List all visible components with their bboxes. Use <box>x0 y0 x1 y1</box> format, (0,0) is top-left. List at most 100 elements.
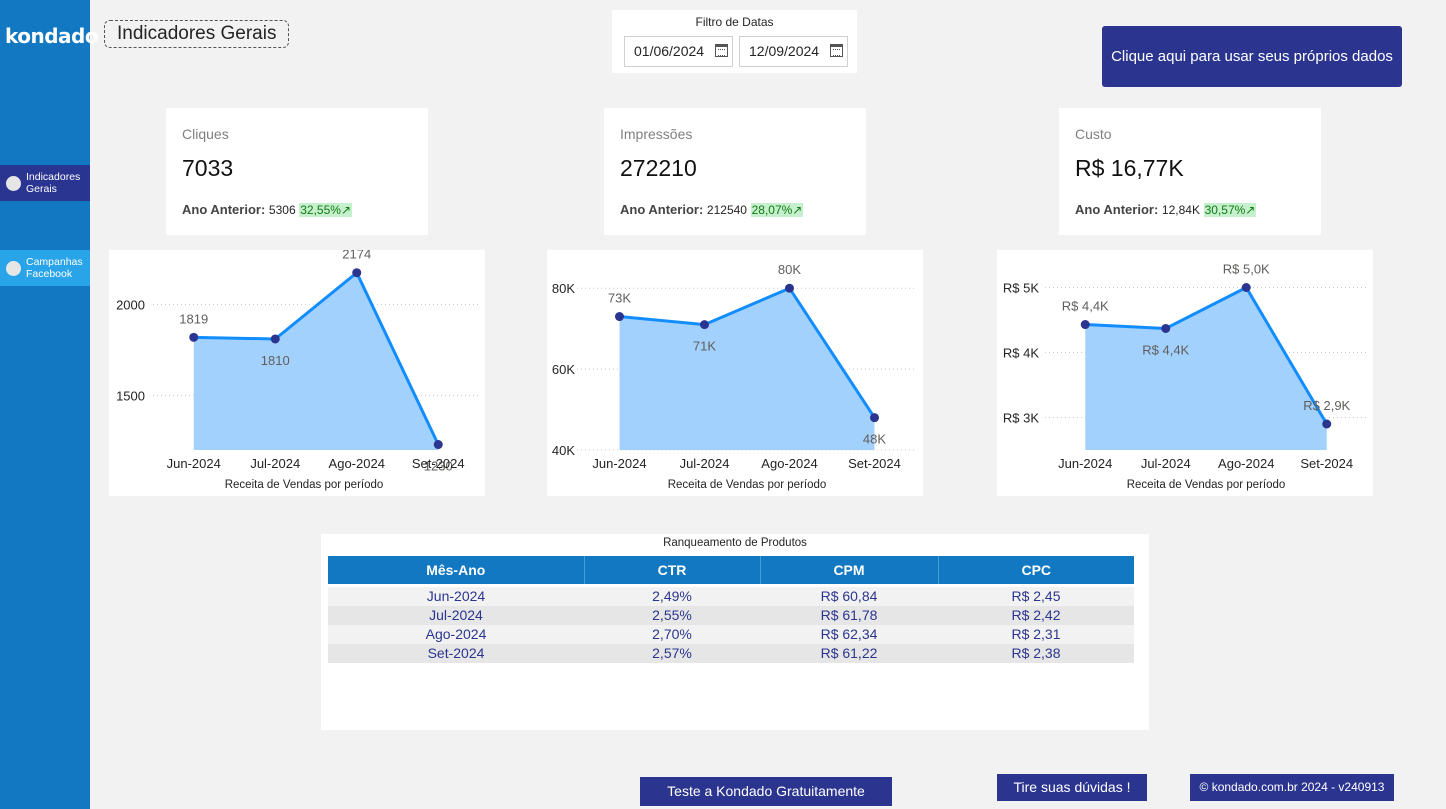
data-point <box>870 413 879 423</box>
chart-impressoes: 40K 60K 80K 73K 71K 80K 48K Jun-2024 Jul-2024 Ago… <box>547 250 923 496</box>
area-fill <box>193 272 439 450</box>
custo-area-chart: R$ 3K R$ 4K R$ 5K R$ 4,4K R$ 4,4K R$ 5,0K R$ 2… <box>1003 262 1367 491</box>
data-point <box>1080 320 1090 330</box>
table-cell: Jul-2024 <box>328 606 584 625</box>
date-filter-title: Filtro de Datas <box>695 15 774 29</box>
column-header-cpm[interactable]: CPM <box>760 556 939 584</box>
start-date-field[interactable]: 01/06/2024 <box>624 36 733 67</box>
calendar-icon[interactable] <box>715 44 728 57</box>
kpi-label: Custo <box>1075 126 1112 142</box>
data-point <box>1241 283 1251 292</box>
table-cell: Set-2024 <box>328 644 584 663</box>
kpi-card-cliques: Cliques 7033 Ano Anterior: 5306 32,55%↗ <box>166 108 428 235</box>
start-date-value: 01/06/2024 <box>634 43 705 59</box>
x-tick-label: Set-2024 <box>412 456 465 471</box>
table-header-row: Mês-Ano CTR CPM CPC <box>328 556 1134 584</box>
end-date-field[interactable]: 12/09/2024 <box>739 36 848 67</box>
x-tick-label: Set-2024 <box>1300 456 1353 471</box>
kpi-prev-label: Ano Anterior: <box>620 202 704 217</box>
use-own-data-button[interactable]: Clique aqui para usar seus próprios dado… <box>1102 26 1402 87</box>
x-tick-label: Ago-2024 <box>329 456 385 471</box>
help-button[interactable]: Tire suas dúvidas ! <box>997 774 1147 801</box>
data-label: R$ 2,9K <box>1303 398 1350 413</box>
kpi-card-impressoes: Impressões 272210 Ano Anterior: 212540 2… <box>604 108 866 235</box>
series-line <box>1085 285 1329 425</box>
kpi-card-custo: Custo R$ 16,77K Ano Anterior: 12,84K 30,… <box>1059 108 1321 235</box>
table-cell: 2,49% <box>584 587 760 606</box>
x-axis-title: Receita de Vendas por período <box>225 479 384 491</box>
data-label: 73K <box>608 291 631 306</box>
trend-up-icon: ↗ <box>1245 203 1256 217</box>
chart-cliques: 1500 2000 1819 1810 2174 1230 Jun-2024 Jul-2024… <box>109 250 485 496</box>
kpi-prev-value: 12,84K <box>1161 203 1200 217</box>
data-point <box>189 332 199 342</box>
area-fill <box>619 288 875 450</box>
page-title: Indicadores Gerais <box>104 20 290 48</box>
kondado-logo: kondado <box>5 24 99 48</box>
table-row: Jun-2024 2,49% R$ 60,84 R$ 2,45 <box>328 587 1134 606</box>
data-label: R$ 5,0K <box>1223 262 1270 277</box>
x-tick-label: Set-2024 <box>848 456 901 471</box>
calendar-icon[interactable] <box>830 44 843 57</box>
kpi-label: Impressões <box>620 126 693 142</box>
table-cell: R$ 2,42 <box>938 606 1134 625</box>
cliques-area-chart: 1500 2000 1819 1810 2174 1230 Jun-2024 Jul-2024… <box>116 250 479 491</box>
table-cell: R$ 2,38 <box>938 644 1134 663</box>
table-row: Ago-2024 2,70% R$ 62,34 R$ 2,31 <box>328 625 1134 644</box>
x-tick-label: Jul-2024 <box>250 456 300 471</box>
table-cell: Ago-2024 <box>328 625 584 644</box>
y-tick-label: 40K <box>552 443 575 458</box>
table-row: Set-2024 2,57% R$ 61,22 R$ 2,38 <box>328 644 1134 663</box>
kpi-prev-label: Ano Anterior: <box>182 202 266 217</box>
table-cell: R$ 2,45 <box>938 587 1134 606</box>
x-tick-label: Jul-2024 <box>1141 456 1191 471</box>
kpi-label: Cliques <box>182 126 229 142</box>
kpi-prev-value: 212540 <box>706 203 747 217</box>
table-cell: R$ 61,22 <box>760 644 938 663</box>
data-label: 1230 <box>424 459 453 474</box>
table-cell: R$ 62,34 <box>760 625 938 644</box>
sidebar-item-campanhas-facebook[interactable]: Campanhas Facebook <box>0 250 90 286</box>
sidebar-item-indicadores-gerais[interactable]: Indicadores Gerais <box>0 165 90 201</box>
data-label: R$ 4,4K <box>1142 342 1189 357</box>
date-filter: Filtro de Datas 01/06/2024 12/09/2024 <box>612 10 857 73</box>
x-tick-label: Jul-2024 <box>680 456 730 471</box>
end-date-value: 12/09/2024 <box>749 43 820 59</box>
table-cell: Jun-2024 <box>328 587 584 606</box>
x-tick-label: Jun-2024 <box>592 456 646 471</box>
table-row: Jul-2024 2,55% R$ 61,78 R$ 2,42 <box>328 606 1134 625</box>
kpi-previous-year: Ano Anterior: 212540 28,07%↗ <box>620 202 804 217</box>
data-point <box>700 320 709 330</box>
kpi-change-badge: 28,07%↗ <box>750 203 804 217</box>
column-header-mes-ano[interactable]: Mês-Ano <box>328 556 585 584</box>
free-trial-button[interactable]: Teste a Kondado Gratuitamente <box>640 777 892 806</box>
data-point <box>615 312 624 322</box>
data-label: 2174 <box>342 250 371 262</box>
chart-custo: R$ 3K R$ 4K R$ 5K R$ 4,4K R$ 4,4K R$ 5,0K R$ 2… <box>997 250 1373 496</box>
x-tick-label: Ago-2024 <box>1218 456 1274 471</box>
kpi-change-badge: 30,57%↗ <box>1203 203 1257 217</box>
table-title: Ranqueamento de Produtos <box>663 537 807 549</box>
kpi-value: 272210 <box>620 155 697 181</box>
impressoes-area-chart: 40K 60K 80K 73K 71K 80K 48K Jun-2024 Jul-2024 Ago… <box>552 262 917 491</box>
copyright-badge[interactable]: © kondado.com.br 2024 - v240913 <box>1190 774 1394 801</box>
table-cell: R$ 60,84 <box>760 587 938 606</box>
data-point <box>1322 419 1332 429</box>
sidebar-item-label: Campanhas Facebook <box>26 256 83 280</box>
data-point <box>352 268 362 278</box>
table-cell: R$ 61,78 <box>760 606 938 625</box>
x-axis-title: Receita de Vendas por período <box>668 479 827 491</box>
x-tick-label: Jun-2024 <box>1058 456 1112 471</box>
x-axis-title: Receita de Vendas por período <box>1127 479 1286 491</box>
table-cell: 2,57% <box>584 644 760 663</box>
ranking-table: Mês-Ano CTR CPM CPC Jun-2024 2,49% R$ 60… <box>328 556 1134 663</box>
column-header-cpc[interactable]: CPC <box>938 556 1134 584</box>
table-cell: R$ 2,31 <box>938 625 1134 644</box>
kpi-previous-year: Ano Anterior: 5306 32,55%↗ <box>182 202 353 217</box>
data-label: 1819 <box>179 311 208 326</box>
column-header-ctr[interactable]: CTR <box>584 556 761 584</box>
data-label: R$ 4,4K <box>1062 299 1109 314</box>
data-label: 48K <box>863 432 886 447</box>
y-tick-label: 80K <box>552 281 575 296</box>
x-tick-label: Jun-2024 <box>167 456 221 471</box>
